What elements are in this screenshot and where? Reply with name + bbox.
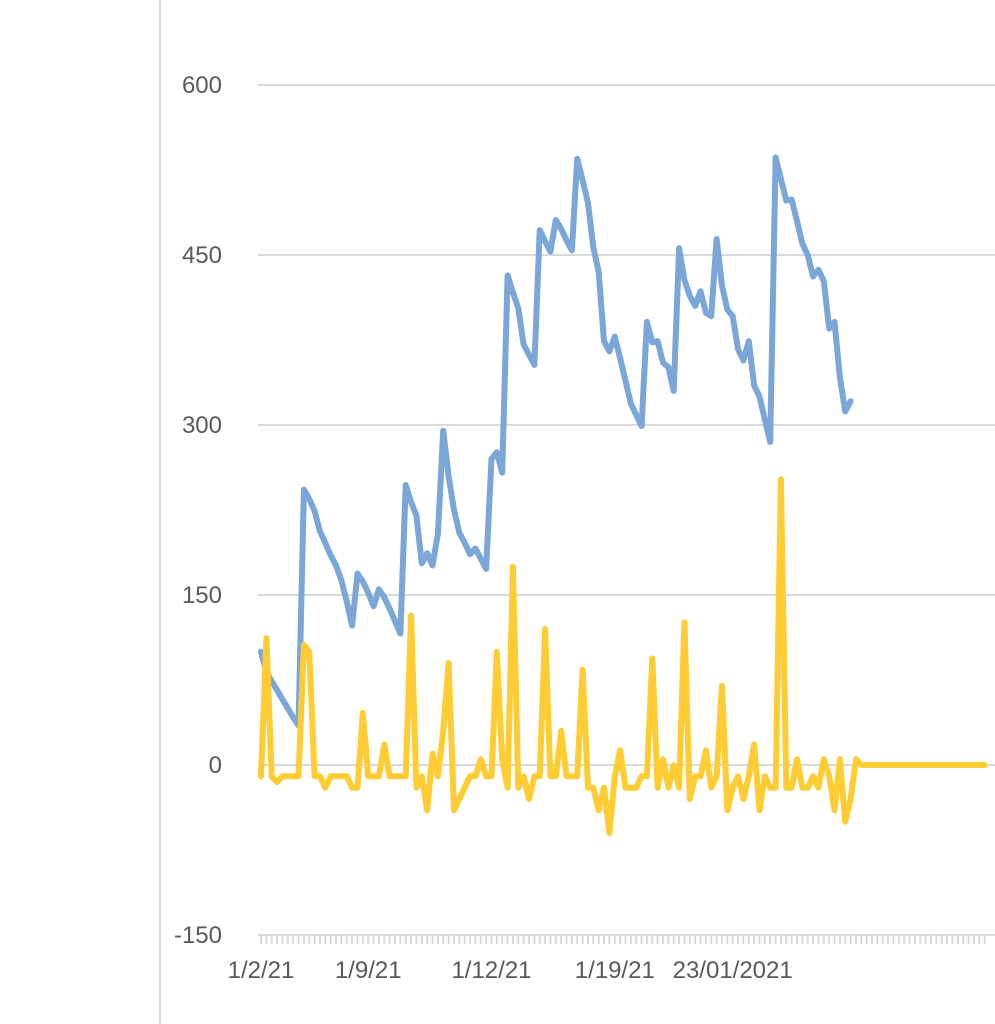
series-1-line	[258, 154, 854, 729]
x-tick-label: 1/19/21	[575, 957, 655, 984]
y-tick-label: 150	[182, 582, 222, 609]
y-tick-label: -150	[174, 922, 222, 949]
y-tick-label: 0	[209, 752, 222, 779]
y-tick-label: 300	[182, 412, 222, 439]
x-tick-label: 1/12/21	[451, 957, 531, 984]
x-axis	[258, 934, 995, 944]
x-tick-label: 1/2/21	[228, 957, 295, 984]
x-tick-label: 1/9/21	[335, 957, 402, 984]
gridlines	[258, 84, 995, 766]
y-tick-label: 450	[182, 242, 222, 269]
x-tick-label: 23/01/2021	[673, 957, 793, 984]
y-tick-label: 600	[182, 72, 222, 99]
x-axis-tick-labels: 1/2/21 1/9/21 1/12/21 1/19/21 23/01/2021	[228, 957, 793, 984]
series-2-line	[258, 476, 988, 836]
y-axis-ticks: 600 450 300 150 0 -150	[174, 72, 222, 949]
series-lines	[258, 154, 988, 836]
